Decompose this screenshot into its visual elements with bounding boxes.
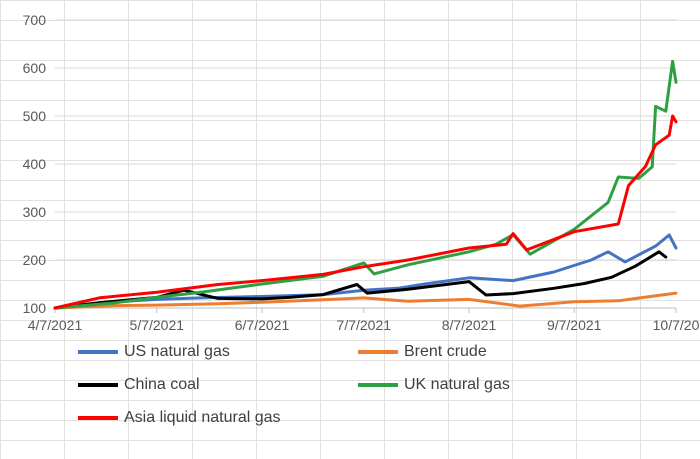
legend-label: China coal — [124, 376, 200, 393]
x-tick-label: 5/7/2021 — [130, 317, 185, 333]
legend: US natural gas Brent crude China coal UK… — [78, 343, 638, 443]
x-tick-label: 7/7/2021 — [337, 317, 392, 333]
x-tick-label: 8/7/2021 — [442, 317, 497, 333]
legend-item: China coal — [78, 376, 200, 394]
legend-label: US natural gas — [124, 343, 230, 360]
x-tick-label: 10/7/20 — [653, 317, 700, 333]
legend-label: UK natural gas — [404, 376, 510, 393]
legend-swatch — [78, 383, 118, 387]
x-tick-label: 4/7/2021 — [28, 317, 83, 333]
legend-swatch — [78, 416, 118, 420]
legend-swatch — [78, 350, 118, 354]
x-tick-label: 9/7/2021 — [547, 317, 602, 333]
legend-label: Brent crude — [404, 343, 487, 360]
legend-swatch — [358, 350, 398, 354]
legend-item: Brent crude — [358, 343, 487, 361]
series-line-china-coal — [53, 250, 668, 310]
legend-item: UK natural gas — [358, 376, 510, 394]
y-tick-label: 100 — [23, 300, 47, 316]
series-lines — [53, 59, 678, 310]
gridlines — [55, 19, 676, 261]
legend-swatch — [358, 383, 398, 387]
y-tick-label: 200 — [23, 252, 47, 268]
y-tick-label: 300 — [23, 204, 47, 220]
y-tick-label: 600 — [23, 60, 47, 76]
x-tick-label: 6/7/2021 — [235, 317, 290, 333]
legend-item: US natural gas — [78, 343, 230, 361]
series-line-asia-liquid-natural-gas — [53, 114, 678, 310]
series-line-uk-natural-gas — [53, 59, 678, 310]
axes: 100 200 300 400 500 600 700 4/7/2021 5/7/2021 6/7… — [23, 12, 700, 333]
y-tick-label: 500 — [23, 108, 47, 124]
series-line-brent-crude — [53, 291, 678, 310]
legend-item: Asia liquid natural gas — [78, 409, 281, 427]
y-tick-label: 700 — [23, 12, 47, 28]
y-tick-label: 400 — [23, 156, 47, 172]
legend-label: Asia liquid natural gas — [124, 409, 281, 426]
series-line-us-natural-gas — [53, 233, 678, 310]
